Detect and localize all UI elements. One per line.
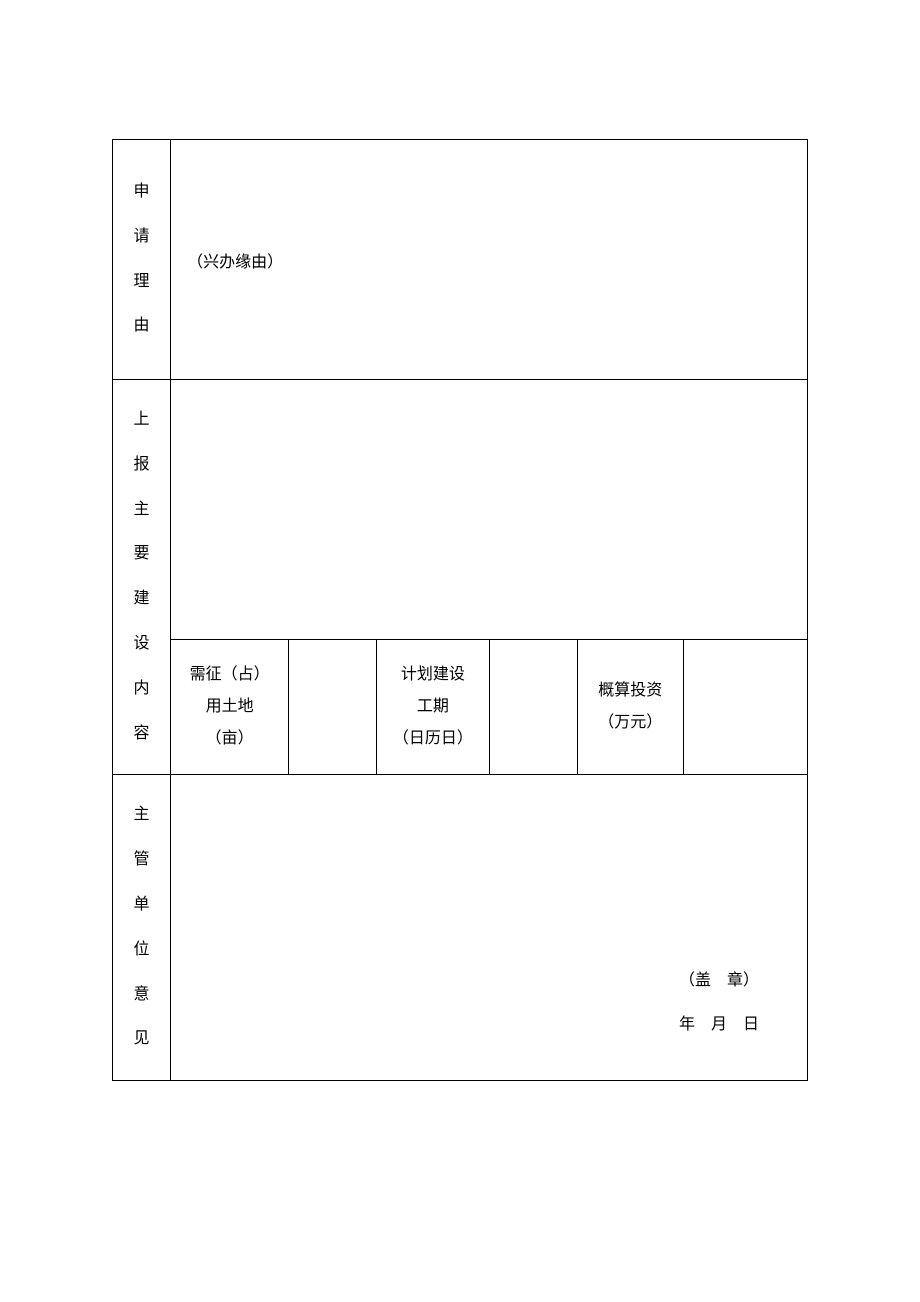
- label-period-line1: 计划建设: [383, 659, 482, 691]
- label-investment-line1: 概算投资: [584, 675, 677, 707]
- row-application-reason: 申 请 理 由 （兴办缘由）: [113, 140, 808, 380]
- label-char: 意: [134, 973, 150, 1018]
- row-report-content-top: 上 报 主 要 建 设 内 容: [113, 380, 808, 640]
- label-char: 建: [134, 577, 150, 622]
- cell-report-content-main[interactable]: [171, 380, 808, 640]
- label-char: 主: [134, 488, 150, 533]
- cell-application-reason-content[interactable]: （兴办缘由）: [171, 140, 808, 380]
- label-application-reason: 申 请 理 由: [113, 140, 171, 380]
- label-period-line2: 工期: [383, 691, 482, 723]
- date-label: 年 月 日: [679, 1003, 759, 1048]
- label-land-line1: 需征（占）: [177, 659, 282, 691]
- value-investment[interactable]: [683, 639, 807, 775]
- label-char: 理: [134, 260, 150, 305]
- label-investment: 概算投资 （万元）: [577, 639, 683, 775]
- label-report-content: 上 报 主 要 建 设 内 容: [113, 380, 171, 775]
- label-investment-line2: （万元）: [584, 707, 677, 739]
- label-char: 管: [134, 838, 150, 883]
- label-char: 位: [134, 928, 150, 973]
- label-char: 见: [134, 1017, 150, 1062]
- label-char: 单: [134, 883, 150, 928]
- label-char: 内: [134, 667, 150, 712]
- label-char: 设: [134, 622, 150, 667]
- label-char: 要: [134, 532, 150, 577]
- label-char: 请: [134, 215, 150, 260]
- row-report-content-subfields: 需征（占） 用土地 （亩） 计划建设 工期 （日历日） 概算投资 （万元）: [113, 639, 808, 775]
- label-char: 由: [134, 304, 150, 349]
- application-form-table: 申 请 理 由 （兴办缘由） 上 报 主 要 建 设 内: [112, 139, 808, 1081]
- label-char: 报: [134, 443, 150, 488]
- label-land-line3: （亩）: [177, 723, 282, 755]
- value-period[interactable]: [489, 639, 577, 775]
- label-char: 容: [134, 712, 150, 757]
- value-land[interactable]: [289, 639, 377, 775]
- label-land-line2: 用土地: [177, 691, 282, 723]
- hint-application-reason: （兴办缘由）: [187, 254, 283, 271]
- label-land: 需征（占） 用土地 （亩）: [171, 639, 289, 775]
- stamp-label: （盖 章）: [679, 959, 759, 1004]
- label-char: 申: [134, 170, 150, 215]
- label-supervisor-opinion: 主 管 单 位 意 见: [113, 775, 171, 1081]
- cell-supervisor-opinion-content[interactable]: （盖 章） 年 月 日: [171, 775, 808, 1081]
- label-char: 主: [134, 793, 150, 838]
- stamp-area: （盖 章） 年 月 日: [679, 959, 759, 1049]
- label-period: 计划建设 工期 （日历日）: [377, 639, 489, 775]
- label-char: 上: [134, 398, 150, 443]
- row-supervisor-opinion: 主 管 单 位 意 见 （盖 章） 年 月 日: [113, 775, 808, 1081]
- label-period-line3: （日历日）: [383, 723, 482, 755]
